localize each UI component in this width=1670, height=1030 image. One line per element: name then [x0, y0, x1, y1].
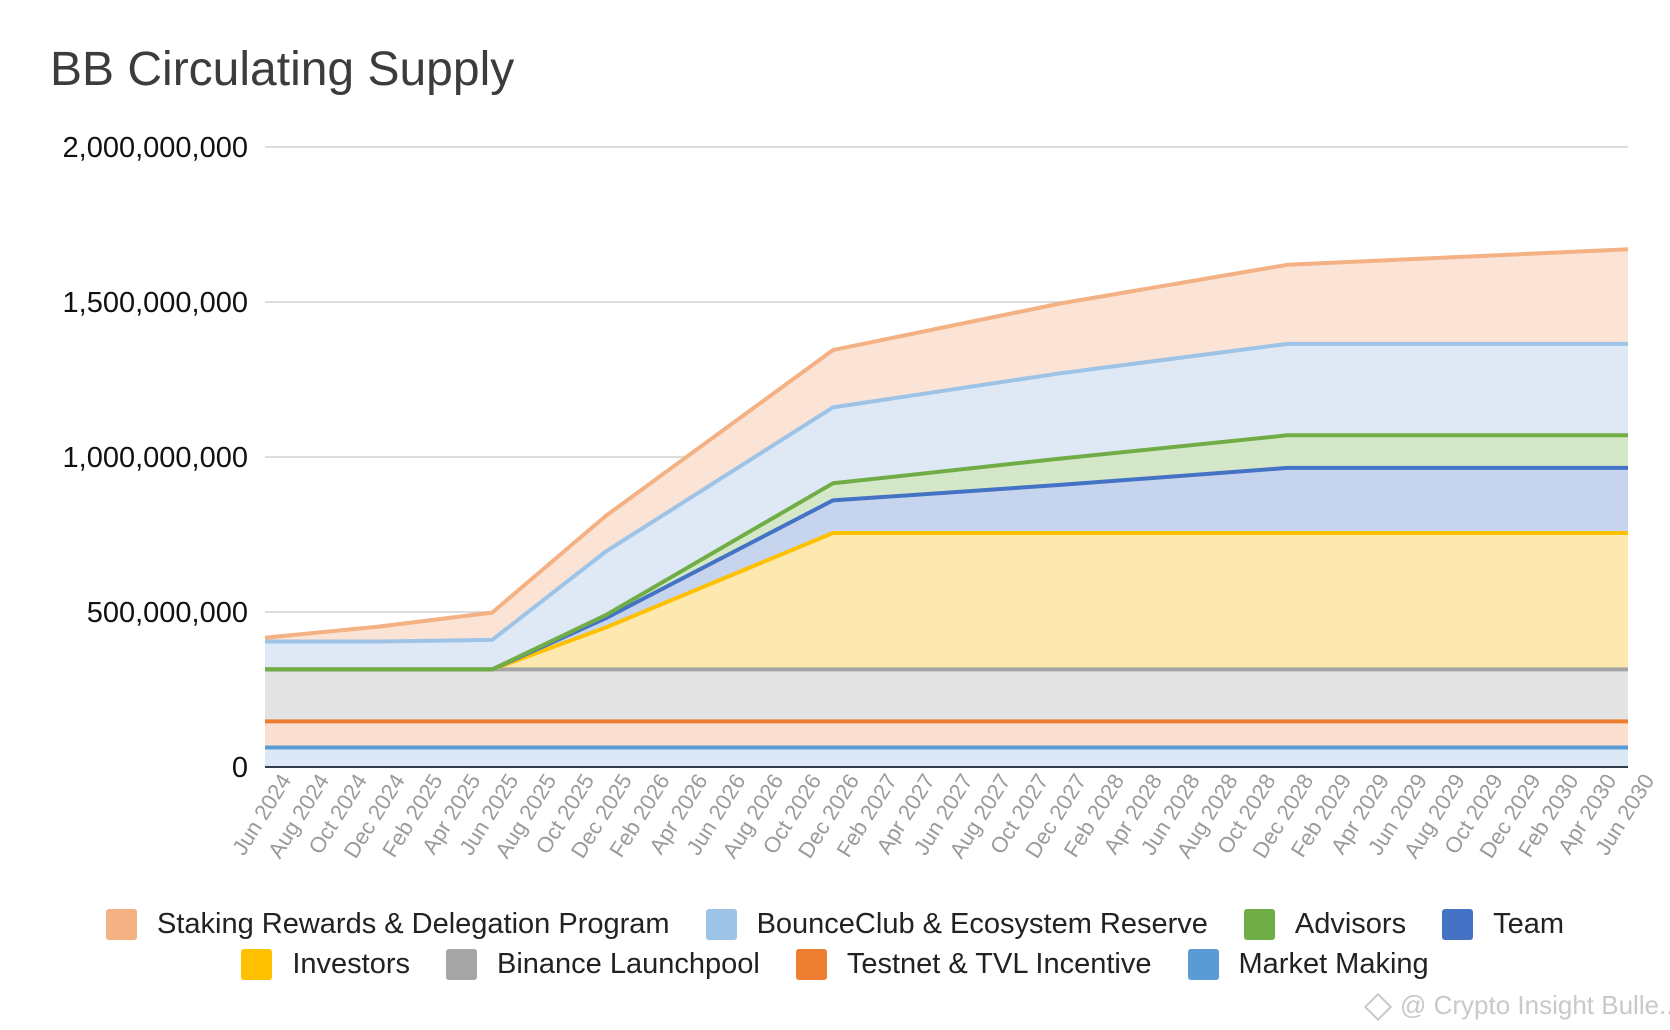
legend-swatch — [105, 909, 137, 940]
legend-label: Testnet & TVL Incentive — [846, 948, 1152, 980]
legend-label: Advisors — [1294, 908, 1407, 940]
line-staking-rewards-delegation-program — [264, 247, 1629, 640]
legend-item: Testnet & TVL Incentive — [795, 948, 1152, 981]
area-testnet-tvl-incentive — [265, 721, 1628, 748]
legend-label: Market Making — [1238, 948, 1429, 980]
legend-swatch — [1187, 949, 1219, 980]
legend-label: BounceClub & Ecosystem Reserve — [756, 908, 1208, 940]
legend-item: BounceClub & Ecosystem Reserve — [705, 908, 1208, 941]
legend-item: Binance Launchpool — [446, 948, 760, 981]
legend-row: Investors Binance Launchpool Testnet & TVL… — [0, 948, 1670, 981]
legend-swatch — [795, 949, 827, 980]
legend-swatch — [241, 949, 273, 980]
legend-swatch — [446, 949, 477, 980]
watermark-text: @ Crypto Insight Bulle... — [1400, 990, 1670, 1020]
area-investors — [265, 533, 1628, 670]
y-tick-label: 500,000,000 — [87, 597, 248, 629]
y-tick-label: 1,500,000,000 — [63, 287, 248, 319]
legend-item: Investors — [241, 948, 410, 981]
legend-label: Binance Launchpool — [497, 948, 760, 980]
watermark: @ Crypto Insight Bulle... — [1363, 990, 1670, 1022]
line-advisors — [265, 433, 1628, 672]
legend-item: Staking Rewards & Delegation Program — [105, 908, 670, 941]
area-staking-rewards-delegation-program — [265, 249, 1628, 642]
legend-item: Market Making — [1187, 948, 1429, 981]
y-tick-label: 2,000,000,000 — [63, 132, 248, 164]
chart-title: BB Circulating Supply — [50, 43, 515, 96]
legend-item: Team — [1442, 908, 1564, 941]
area-advisors — [265, 435, 1628, 670]
legend-swatch — [705, 909, 737, 940]
area-binance-launchpool — [265, 669, 1628, 722]
legend-row: Staking Rewards & Delegation Program Boun… — [0, 908, 1670, 941]
y-tick-label: 1,000,000,000 — [63, 442, 248, 474]
y-tick-label: 0 — [232, 752, 248, 784]
area-bounceclub-ecosystem-reserve — [265, 343, 1628, 670]
legend-label: Team — [1493, 908, 1565, 940]
area-market-making — [265, 747, 1628, 767]
legend-label: Staking Rewards & Delegation Program — [156, 908, 670, 940]
watermark-logo-icon — [1363, 992, 1393, 1022]
line-bounceclub-ecosystem-reserve — [265, 341, 1628, 644]
legend-item: Advisors — [1243, 908, 1407, 941]
legend-swatch — [1442, 909, 1474, 940]
legend-label: Investors — [292, 948, 410, 980]
legend-swatch — [1243, 909, 1275, 940]
